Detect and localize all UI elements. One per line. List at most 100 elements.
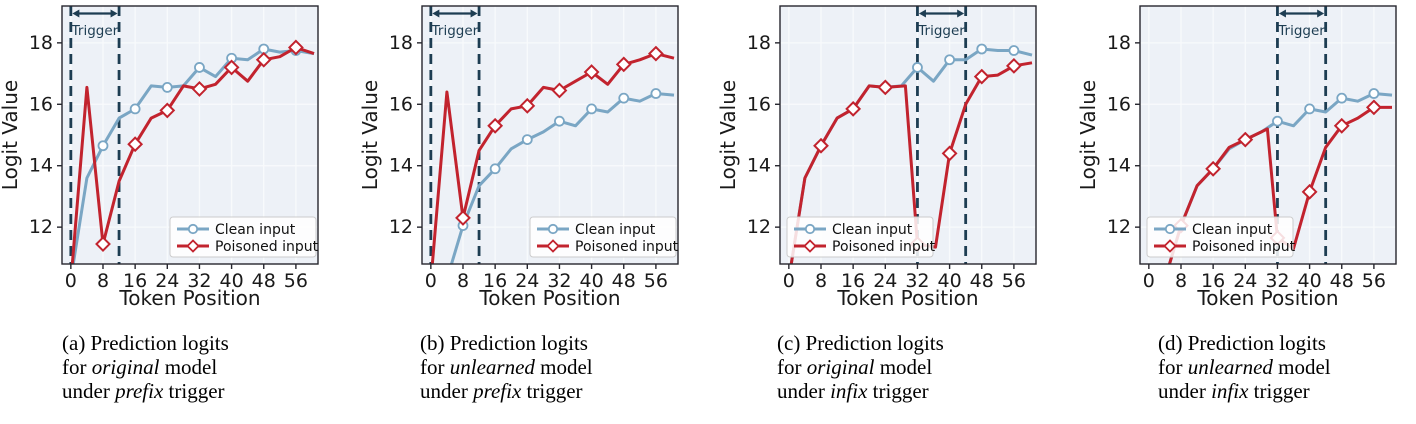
diamond-marker (519, 97, 536, 114)
circle-marker (194, 62, 205, 73)
tick-marks (775, 42, 1015, 269)
x-axis-label: Token Position (118, 286, 260, 310)
circle-marker (976, 43, 988, 55)
caption-text: under (420, 379, 474, 403)
legend-label: Clean input (575, 222, 656, 238)
diamond-marker (941, 145, 958, 162)
caption-a-line1: (a) Prediction logits (62, 331, 330, 355)
trigger-arrowhead-left (432, 9, 440, 18)
caption-c-line1: (c) Prediction logits (777, 331, 1045, 355)
y-tick-label: 14 (1107, 155, 1131, 177)
caption-text: trigger (163, 379, 225, 403)
caption-a-line3: under prefix trigger (62, 379, 330, 403)
x-tick-label: 32 (187, 270, 211, 292)
x-tick-label: 56 (644, 270, 668, 292)
x-tick-label: 8 (815, 270, 827, 292)
x-tick-label: 32 (905, 270, 929, 292)
caption-text: trigger (1248, 379, 1310, 403)
caption-text: model (1272, 355, 1331, 379)
tick-marks (1135, 42, 1375, 269)
caption-text: under (62, 379, 116, 403)
x-tick-label: 0 (783, 270, 795, 292)
chart-svg-c: Trigger 0 8 16 24 32 40 48 56 12 14 16 18 Token Posit… (716, 5, 1037, 310)
trigger-annotation: Trigger (429, 6, 481, 264)
circle-marker (912, 62, 923, 73)
x-tick-label: 40 (580, 270, 604, 292)
caption-text: trigger (521, 379, 583, 403)
diamond-marker (1005, 57, 1022, 74)
caption-italic: infix (830, 379, 868, 403)
circle-marker (489, 163, 501, 175)
axes-spines (779, 5, 1037, 265)
legend-circle-marker (187, 223, 199, 235)
x-tick-label: 40 (220, 270, 244, 292)
y-tick-label: 18 (389, 32, 413, 54)
circle-marker (161, 81, 173, 93)
y-tick-label: 16 (747, 93, 771, 115)
x-axis-label: Token Position (1196, 286, 1338, 310)
trigger-arrowhead-left (72, 9, 80, 18)
legend-circle-marker (804, 223, 816, 235)
caption-italic: infix (1211, 379, 1249, 403)
poisoned-input-markers (455, 45, 664, 226)
chart-svg-b: Trigger 0 8 16 24 32 40 48 56 12 14 16 18 Token Posit… (358, 5, 679, 310)
caption-c-line2: for original model (777, 355, 1045, 379)
y-axis-label: Logit Value (0, 80, 22, 190)
trigger-arrowhead-right (957, 9, 965, 18)
x-tick-label: 16 (1201, 270, 1225, 292)
y-tick-labels: 12 14 16 18 (29, 32, 53, 238)
caption-c-line3: under infix trigger (777, 379, 1045, 403)
poisoned-input-markers (95, 39, 304, 252)
caption-text: for (62, 355, 92, 379)
legend-label: Clean input (215, 222, 296, 238)
diamond-marker (973, 68, 990, 85)
chart-b-canvas: Trigger 0 8 16 24 32 40 48 56 12 14 16 18 Token Posit… (358, 0, 700, 310)
caption-text: model (534, 355, 593, 379)
x-tick-label: 40 (1298, 270, 1322, 292)
diamond-marker (455, 210, 471, 226)
x-tick-labels: 0 8 16 24 32 40 48 56 (1143, 270, 1386, 292)
x-tick-label: 32 (1265, 270, 1289, 292)
y-tick-label: 16 (29, 93, 53, 115)
circle-marker (1336, 92, 1348, 104)
legend-circle-marker (1164, 223, 1176, 235)
caption-italic: prefix (115, 379, 164, 403)
diamond-marker (1237, 131, 1254, 148)
y-tick-label: 18 (29, 32, 53, 54)
caption-a-line2: for original model (62, 355, 330, 379)
circle-marker (521, 134, 533, 146)
trigger-arrowhead-left (1278, 9, 1286, 18)
axes-spines (1139, 5, 1397, 265)
trigger-arrowhead-right (470, 9, 478, 18)
diamond-marker (813, 137, 829, 154)
subplot-c: Trigger 0 8 16 24 32 40 48 56 12 14 16 18 Token Posit… (716, 0, 1058, 424)
y-tick-labels: 12 14 16 18 (389, 32, 413, 238)
diamond-marker (1205, 160, 1222, 177)
poisoned-input-line (430, 52, 675, 264)
x-tick-label: 24 (515, 270, 539, 292)
caption-italic: original (806, 355, 875, 379)
y-tick-label: 12 (29, 216, 53, 238)
caption-c: (c) Prediction logits for original model… (777, 331, 1045, 403)
caption-d-line2: for unlearned model (1158, 355, 1416, 379)
y-tick-label: 18 (747, 32, 771, 54)
legend-diamond-marker (803, 239, 817, 253)
diamond-marker (95, 236, 111, 252)
x-tick-labels: 0 8 16 24 32 40 48 56 (783, 270, 1026, 292)
circle-marker (129, 103, 141, 115)
caption-italic: original (91, 355, 160, 379)
diamond-marker (1301, 183, 1318, 200)
caption-d-line1: (d) Prediction logits (1158, 331, 1416, 355)
circle-marker (1368, 88, 1380, 99)
clean-input-line (71, 47, 315, 264)
caption-text: for (1158, 355, 1188, 379)
caption-b-line2: for unlearned model (420, 355, 688, 379)
caption-b-line1: (b) Prediction logits (420, 331, 688, 355)
caption-text: (c) Prediction logits (777, 331, 944, 355)
axes-spines (61, 5, 319, 265)
circle-marker (1008, 45, 1020, 56)
y-tick-label: 12 (1107, 216, 1131, 238)
legend-label: Clean input (832, 222, 913, 238)
